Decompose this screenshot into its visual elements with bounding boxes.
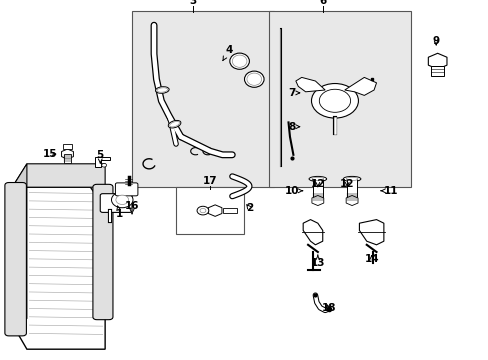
Polygon shape — [12, 187, 105, 349]
FancyBboxPatch shape — [100, 194, 132, 212]
Ellipse shape — [155, 87, 169, 93]
Bar — [223, 208, 236, 213]
Polygon shape — [427, 53, 446, 69]
Text: 7: 7 — [288, 88, 299, 98]
Text: 8: 8 — [288, 122, 299, 132]
Circle shape — [116, 195, 128, 204]
FancyBboxPatch shape — [93, 184, 113, 320]
Polygon shape — [359, 220, 383, 245]
Text: 15: 15 — [42, 149, 57, 159]
Ellipse shape — [229, 53, 249, 69]
Polygon shape — [295, 77, 325, 92]
Text: 14: 14 — [364, 254, 378, 264]
Ellipse shape — [343, 176, 360, 181]
Bar — [132, 11, 273, 187]
Text: 12: 12 — [339, 179, 354, 189]
Text: 3: 3 — [189, 0, 196, 6]
FancyBboxPatch shape — [5, 183, 26, 336]
Polygon shape — [12, 164, 105, 187]
Bar — [268, 11, 410, 187]
Circle shape — [319, 89, 350, 112]
Ellipse shape — [346, 177, 357, 180]
Bar — [346, 179, 356, 199]
Text: 5: 5 — [97, 150, 103, 163]
Polygon shape — [344, 77, 376, 95]
Text: 2: 2 — [245, 203, 252, 213]
Polygon shape — [95, 157, 110, 167]
Circle shape — [102, 163, 106, 167]
Ellipse shape — [244, 71, 264, 87]
Text: 12: 12 — [310, 179, 325, 189]
Circle shape — [111, 192, 133, 208]
Polygon shape — [303, 220, 322, 245]
Bar — [176, 187, 244, 234]
Ellipse shape — [308, 176, 326, 181]
Bar — [312, 179, 322, 199]
Circle shape — [311, 84, 358, 118]
Text: 4: 4 — [223, 45, 232, 61]
Ellipse shape — [232, 55, 246, 67]
Polygon shape — [12, 164, 27, 324]
Ellipse shape — [246, 73, 261, 85]
Polygon shape — [208, 205, 222, 216]
Ellipse shape — [311, 177, 323, 180]
FancyBboxPatch shape — [115, 183, 138, 196]
Ellipse shape — [157, 88, 167, 92]
Text: 18: 18 — [321, 303, 335, 313]
Bar — [430, 66, 443, 76]
Text: 11: 11 — [380, 186, 398, 196]
Bar — [62, 144, 72, 149]
Text: 10: 10 — [285, 186, 302, 196]
Polygon shape — [311, 195, 323, 206]
Ellipse shape — [168, 121, 181, 128]
Bar — [64, 154, 71, 163]
Text: 6: 6 — [319, 0, 325, 6]
Circle shape — [200, 208, 205, 213]
Circle shape — [197, 206, 208, 215]
Text: 1: 1 — [116, 206, 123, 219]
Ellipse shape — [169, 121, 179, 127]
Text: 16: 16 — [124, 201, 139, 214]
Text: 13: 13 — [310, 255, 325, 268]
Text: 17: 17 — [203, 176, 217, 186]
Polygon shape — [346, 195, 357, 206]
Text: 9: 9 — [432, 36, 439, 46]
Polygon shape — [61, 149, 73, 159]
